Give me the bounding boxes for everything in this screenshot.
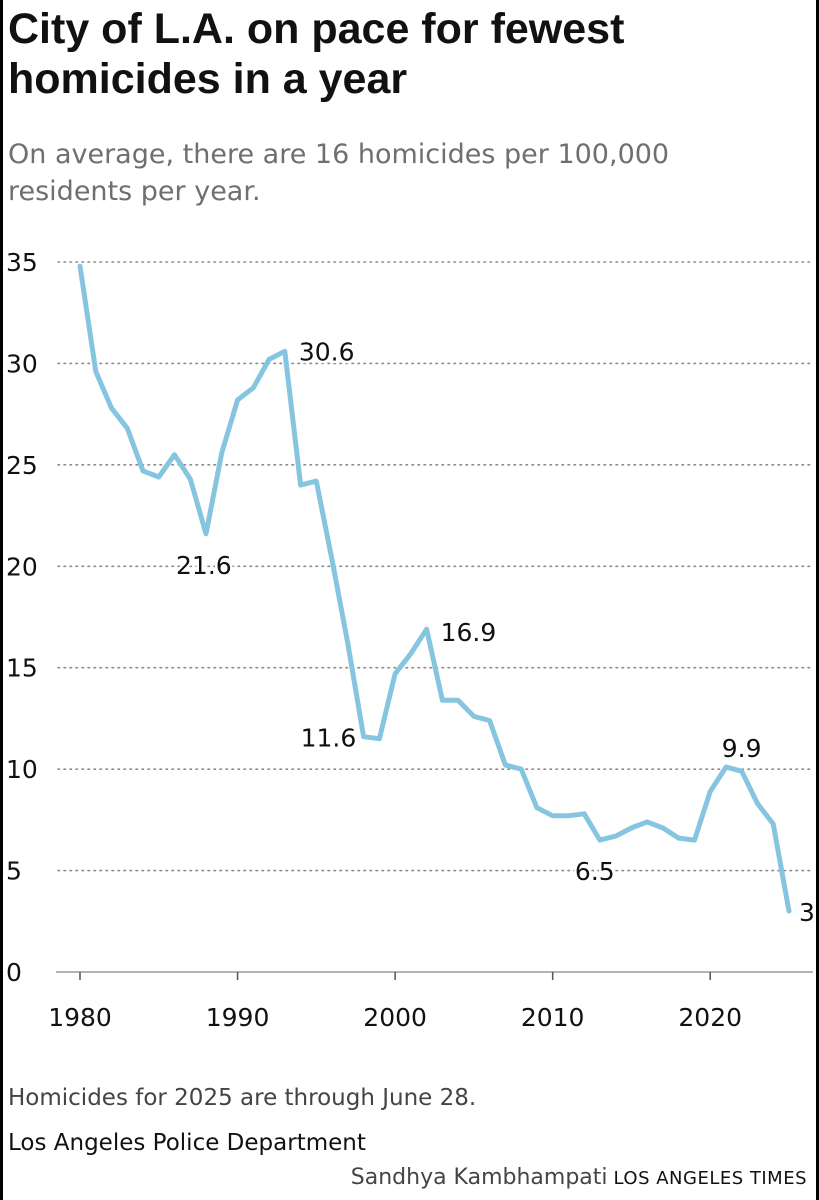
credit-outlet: LOS ANGELES TIMES [613, 1168, 807, 1189]
x-tick-label: 2000 [363, 1003, 427, 1032]
chart-subtitle: On average, there are 16 homicides per 1… [8, 139, 670, 207]
y-tick-label: 15 [6, 654, 38, 683]
chart-note: Homicides for 2025 are through June 28. [8, 1085, 477, 1111]
chart-credit: Sandhya Kambhampati LOS ANGELES TIMES [351, 1165, 807, 1190]
y-tick-label: 5 [6, 857, 22, 886]
y-tick-label: 0 [6, 958, 22, 987]
data-label: 9.9 [722, 734, 762, 763]
x-tick-label: 2010 [521, 1003, 585, 1032]
data-label: 3 [799, 898, 815, 927]
data-label: 21.6 [176, 551, 232, 580]
chart-title: City of L.A. on pace for fewest homicide… [8, 5, 625, 103]
y-tick-label: 10 [6, 755, 38, 784]
y-tick-label: 30 [6, 349, 38, 378]
credit-author: Sandhya Kambhampati [350, 1165, 608, 1190]
data-label: 30.6 [299, 337, 355, 366]
data-label: 6.5 [575, 857, 615, 886]
chart-source: Los Angeles Police Department [8, 1130, 366, 1156]
series-line [77, 263, 792, 914]
data-label: 16.9 [441, 618, 497, 647]
y-tick-label: 35 [6, 248, 38, 277]
left-border [0, 0, 3, 1200]
y-tick-label: 20 [6, 552, 38, 581]
x-tick-label: 2020 [678, 1003, 742, 1032]
x-tick-label: 1980 [48, 1003, 112, 1032]
line-chart: 0 5 10 15 20 25 30 35 1980 1990 2000 2010 2020 30.6 21… [6, 248, 817, 1032]
right-border [816, 0, 819, 1200]
x-tick-label: 1990 [206, 1003, 270, 1032]
data-label: 11.6 [301, 724, 357, 753]
y-tick-label: 25 [6, 451, 38, 480]
